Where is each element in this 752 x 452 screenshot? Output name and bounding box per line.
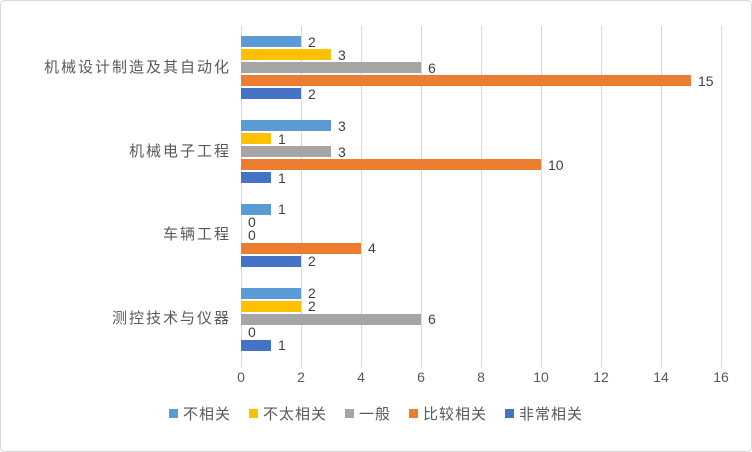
bar-非常相关-3 — [241, 339, 271, 351]
category-label: 机械电子工程 — [128, 142, 231, 160]
legend-swatch-icon — [168, 409, 178, 418]
legend-swatch-icon — [409, 409, 418, 418]
value-label: 4 — [368, 240, 376, 257]
value-label: 1 — [278, 169, 286, 186]
bar-不太相关-0 — [241, 49, 331, 61]
legend-item-4: 非常相关 — [505, 403, 583, 424]
value-label: 2 — [308, 298, 316, 315]
value-label: 15 — [698, 72, 714, 89]
bar-不相关-0 — [241, 36, 301, 48]
legend-item-2: 一般 — [344, 403, 391, 424]
x-tick-label: 8 — [477, 369, 485, 385]
bar-不太相关-1 — [241, 133, 271, 145]
legend-item-3: 比较相关 — [409, 403, 487, 424]
x-tick-label: 10 — [533, 369, 549, 385]
gridline — [301, 26, 302, 367]
bar-非常相关-2 — [241, 255, 301, 267]
value-label: 0 — [248, 227, 256, 244]
x-tick-label: 12 — [593, 369, 609, 385]
bar-不太相关-3 — [241, 300, 301, 312]
gridline — [361, 26, 362, 367]
value-label: 10 — [548, 156, 564, 173]
bar-一般-3 — [241, 313, 421, 325]
legend-label: 不太相关 — [262, 406, 327, 423]
legend: 不相关 不太相关 一般 比较相关 非常相关 — [1, 403, 751, 424]
x-tick-label: 4 — [357, 369, 365, 385]
bar-不相关-2 — [241, 203, 271, 215]
value-label: 1 — [278, 201, 286, 218]
bar-比较相关-1 — [241, 159, 541, 171]
value-label: 3 — [338, 117, 346, 134]
gridline — [241, 26, 242, 367]
gridline — [601, 26, 602, 367]
category-label: 车辆工程 — [162, 226, 231, 244]
legend-item-0: 不相关 — [168, 403, 231, 424]
value-label: 6 — [428, 59, 436, 76]
bar-比较相关-2 — [241, 242, 361, 254]
bar-一般-1 — [241, 146, 331, 158]
legend-label: 不相关 — [182, 406, 231, 423]
value-label: 2 — [308, 253, 316, 270]
value-label: 2 — [308, 85, 316, 102]
value-label: 0 — [248, 324, 256, 341]
legend-item-1: 不太相关 — [248, 403, 327, 424]
gridline — [661, 26, 662, 367]
value-label: 0 — [248, 214, 256, 231]
bar-非常相关-0 — [241, 88, 301, 100]
x-tick-label: 2 — [297, 369, 305, 385]
value-label: 2 — [308, 33, 316, 50]
value-label: 3 — [338, 143, 346, 160]
value-label: 3 — [338, 46, 346, 63]
value-label: 1 — [278, 130, 286, 147]
x-tick-label: 16 — [713, 369, 729, 385]
legend-label: 比较相关 — [423, 406, 488, 423]
bar-一般-0 — [241, 62, 421, 74]
legend-swatch-icon — [505, 409, 515, 418]
bar-比较相关-0 — [241, 75, 691, 87]
legend-label: 一般 — [358, 406, 391, 423]
bar-不相关-3 — [241, 287, 301, 299]
value-label: 2 — [308, 285, 316, 302]
x-tick-label: 14 — [653, 369, 669, 385]
legend-swatch-icon — [344, 409, 354, 418]
value-label: 6 — [428, 311, 436, 328]
x-tick-label: 6 — [417, 369, 425, 385]
legend-label: 非常相关 — [519, 406, 584, 423]
plot-area: 2 3 6 15 2 3 1 3 10 1 1 0 0 4 2 2 2 6 0 1 — [241, 26, 722, 367]
x-tick-label: 0 — [237, 369, 245, 385]
gridline — [721, 26, 722, 367]
value-label: 1 — [278, 337, 286, 354]
category-label: 测控技术与仪器 — [111, 310, 231, 328]
gridline — [481, 26, 482, 367]
legend-swatch-icon — [248, 409, 258, 418]
bar-不相关-1 — [241, 120, 331, 132]
gridline — [421, 26, 422, 367]
gridline — [541, 26, 542, 367]
bar-非常相关-1 — [241, 172, 271, 184]
category-label: 机械设计制造及其自动化 — [43, 58, 231, 76]
